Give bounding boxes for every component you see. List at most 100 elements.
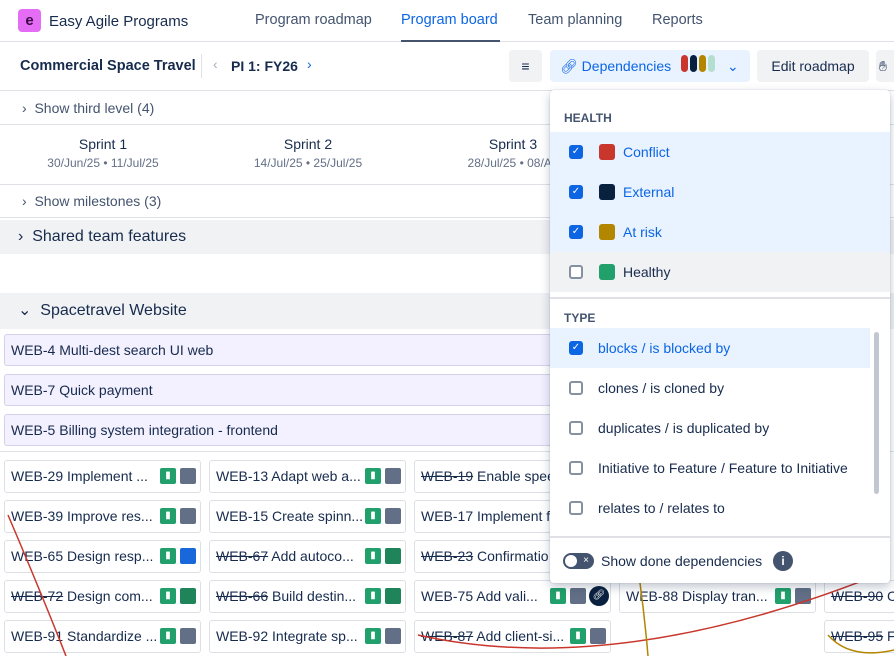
show-milestones[interactable]: › Show milestones (3) [0, 185, 894, 218]
divider [550, 536, 890, 538]
type-option[interactable]: Initiative to Feature / Feature to Initi… [550, 448, 870, 488]
team-avatar [180, 508, 196, 524]
issue-title: Display tran... [682, 588, 768, 604]
dependency-color-swatch [708, 55, 716, 73]
team-avatar [180, 548, 196, 564]
issue-card[interactable]: WEB-66 Build destin... ▮ [209, 580, 406, 613]
bookmark-icon: ▮ [775, 588, 791, 604]
checkbox[interactable] [569, 381, 583, 395]
checkbox[interactable]: ✓ [569, 341, 583, 355]
prev-pi-icon[interactable]: ‹ [213, 56, 218, 72]
bookmark-icon: ▮ [570, 628, 586, 644]
checkbox[interactable]: ✓ [569, 185, 583, 199]
issue-card[interactable]: WEB-39 Improve res... ▮ [4, 500, 201, 533]
show-third-level-label: Show third level (4) [34, 100, 155, 116]
team-avatar [385, 588, 401, 604]
bookmark-icon: ▮ [160, 468, 176, 484]
health-option-healthy[interactable]: Healthy [550, 252, 890, 292]
bookmark-icon: ▮ [160, 628, 176, 644]
checkbox[interactable] [569, 265, 583, 279]
group-label: Shared team features [32, 228, 187, 245]
checkbox[interactable] [569, 461, 583, 475]
issue-card[interactable]: WEB-65 Design resp... ▮ [4, 540, 201, 573]
checkbox[interactable]: ✓ [569, 225, 583, 239]
tab-program-board[interactable]: Program board [401, 12, 498, 28]
issue-title: Design com... [67, 588, 153, 604]
dependencies-button[interactable]: 🔗︎ Dependencies ⌄ [550, 50, 750, 82]
tab-team-planning[interactable]: Team planning [528, 12, 623, 28]
program-name: Commercial Space Travel [20, 58, 196, 74]
sprint-header [0, 125, 894, 185]
show-done-toggle[interactable]: × [563, 553, 594, 569]
hand-tool-button[interactable]: ✋︎ [876, 50, 894, 82]
checkbox[interactable]: ✓ [569, 145, 583, 159]
issue-card[interactable]: WEB-95 F [824, 620, 894, 653]
issue-card[interactable]: WEB-91 Standardize ... ▮ [4, 620, 201, 653]
bookmark-icon: ▮ [365, 508, 381, 524]
filter-button[interactable]: ≡ [509, 50, 542, 82]
sprint-1: Sprint 1 30/Jun/25 • 11/Jul/25 [3, 136, 203, 170]
health-option-conflict[interactable]: ✓ Conflict [550, 132, 890, 172]
issue-title: Standardize ... [67, 628, 158, 644]
sprint-2: Sprint 2 14/Jul/25 • 25/Jul/25 [208, 136, 408, 170]
pi-name: PI 1: FY26 [231, 58, 298, 74]
sprint-dates: 28/Jul/25 • 08/Au [467, 156, 559, 170]
issue-card[interactable]: WEB-87 Add client-si... ▮ [414, 620, 611, 653]
issue-card[interactable]: WEB-72 Design com... ▮ [4, 580, 201, 613]
team-avatar [180, 628, 196, 644]
issue-key: WEB-17 [421, 508, 474, 524]
team-avatar [590, 628, 606, 644]
next-pi-icon[interactable]: › [307, 56, 312, 72]
team-avatar [385, 628, 401, 644]
bookmark-icon: ▮ [365, 628, 381, 644]
issue-key: WEB-65 [11, 548, 64, 564]
issue-card[interactable]: WEB-88 Display tran... ▮ [619, 580, 816, 613]
bookmark-icon: ▮ [160, 588, 176, 604]
issue-card[interactable]: WEB-92 Integrate sp... ▮ [209, 620, 406, 653]
issue-card[interactable]: WEB-13 Adapt web a... ▮ [209, 460, 406, 493]
issue-title: Create spinn... [272, 508, 364, 524]
issue-key: WEB-72 [11, 588, 64, 604]
dependencies-dropdown: HEALTH ✓ Conflict ✓ External ✓ At risk Healthy… [550, 90, 890, 583]
dependency-color-swatch [699, 55, 707, 73]
issue-card[interactable]: WEB-67 Add autoco... ▮ [209, 540, 406, 573]
type-option[interactable]: clones / is cloned by [550, 368, 870, 408]
team-avatar [385, 508, 401, 524]
type-option[interactable]: duplicates / is duplicated by [550, 408, 870, 448]
team-avatar [795, 588, 811, 604]
info-icon[interactable]: i [773, 551, 793, 571]
divider [0, 451, 894, 452]
issue-key: WEB-23 [421, 548, 474, 564]
tab-program-roadmap[interactable]: Program roadmap [255, 12, 372, 28]
type-option[interactable]: relates to / relates to [550, 488, 870, 528]
dependency-link-icon[interactable]: 🔗︎ [589, 586, 609, 606]
issue-title: Add vali... [476, 588, 538, 604]
issue-key: WEB-75 [421, 588, 474, 604]
issue-title: Design resp... [67, 548, 154, 564]
issue-card[interactable]: WEB-29 Implement ... ▮ [4, 460, 201, 493]
edit-roadmap-button[interactable]: Edit roadmap [757, 50, 869, 82]
sprint-dates: 30/Jun/25 • 11/Jul/25 [47, 156, 159, 170]
issue-card[interactable]: WEB-90 C [824, 580, 894, 613]
board-toolbar: Commercial Space Travel ‹ PI 1: FY26 › [0, 42, 894, 91]
sprint-name: Sprint 1 [78, 136, 128, 152]
health-option-at-risk[interactable]: ✓ At risk [550, 212, 890, 252]
issue-key: WEB-13 [216, 468, 269, 484]
issue-card[interactable]: WEB-15 Create spinn... ▮ [209, 500, 406, 533]
checkbox[interactable] [569, 501, 583, 515]
option-label: blocks / is blocked by [598, 340, 731, 356]
issue-title: Implement f [477, 508, 551, 524]
hand-icon: ✋︎ [879, 58, 887, 74]
scrollbar[interactable] [874, 332, 879, 494]
color-swatch [599, 224, 615, 240]
tab-reports[interactable]: Reports [652, 12, 703, 28]
checkbox[interactable] [569, 421, 583, 435]
issue-key: WEB-88 [626, 588, 679, 604]
show-third-level[interactable]: › Show third level (4) [0, 91, 894, 125]
issue-key: WEB-91 [11, 628, 64, 644]
issue-key: WEB-15 [216, 508, 269, 524]
issue-card[interactable]: WEB-75 Add vali... ▮ 🔗︎ [414, 580, 611, 613]
type-option[interactable]: ✓ blocks / is blocked by [550, 328, 870, 368]
health-option-external[interactable]: ✓ External [550, 172, 890, 212]
health-section-title: HEALTH [564, 111, 612, 125]
